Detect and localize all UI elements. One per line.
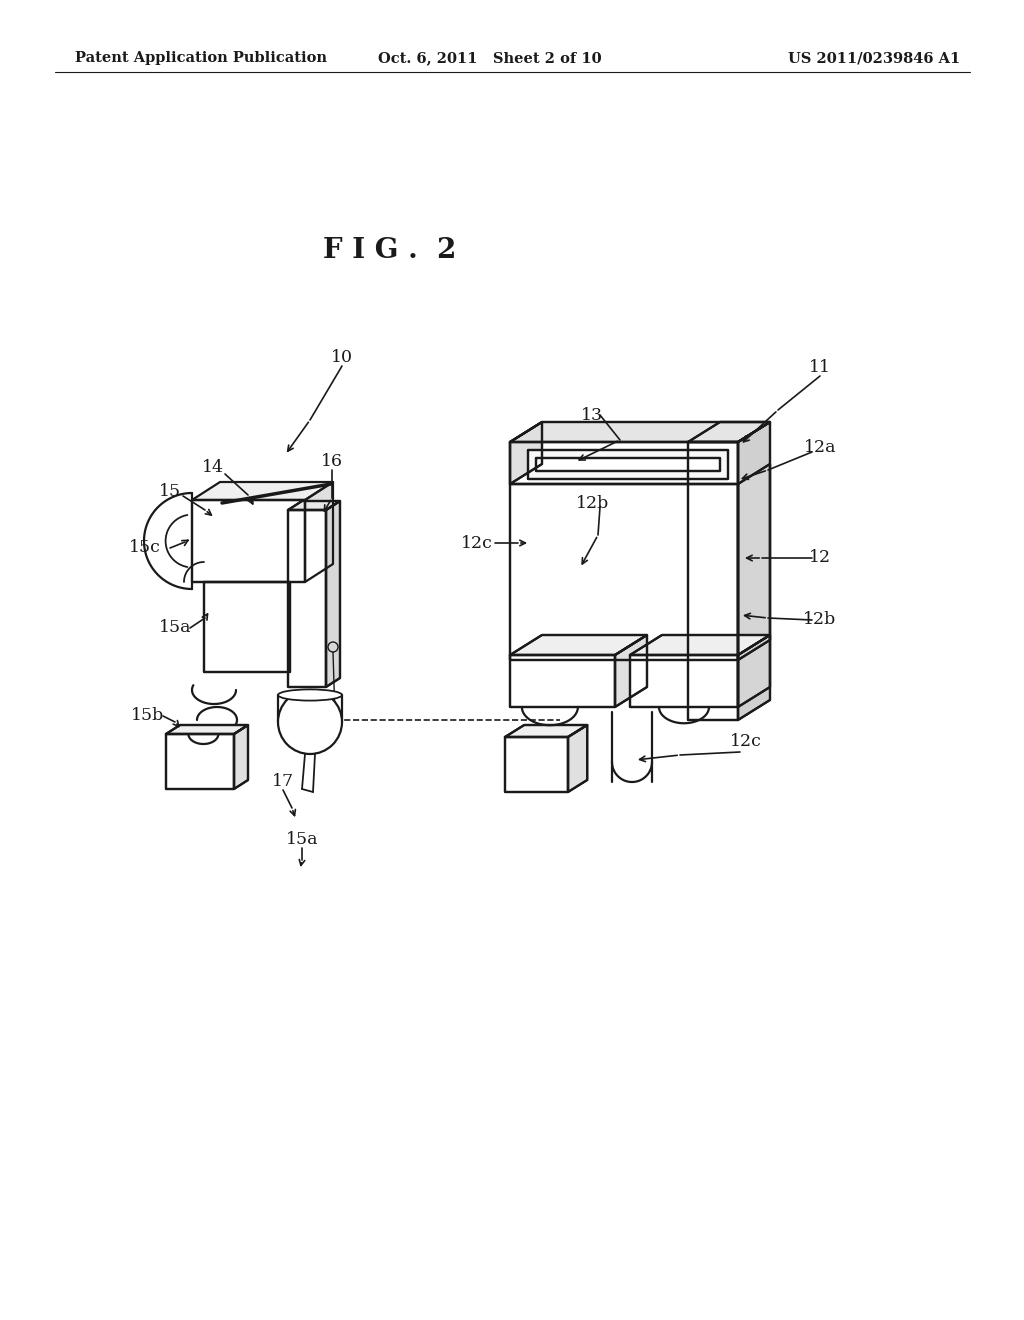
Polygon shape xyxy=(510,655,615,708)
Text: US 2011/0239846 A1: US 2011/0239846 A1 xyxy=(787,51,961,65)
Polygon shape xyxy=(204,582,290,672)
Text: 15a: 15a xyxy=(159,619,191,636)
Polygon shape xyxy=(510,635,647,655)
Polygon shape xyxy=(630,635,770,655)
Polygon shape xyxy=(528,450,728,479)
Polygon shape xyxy=(510,484,738,660)
Polygon shape xyxy=(505,737,568,792)
Text: Patent Application Publication: Patent Application Publication xyxy=(75,51,327,65)
Text: 12: 12 xyxy=(809,549,831,566)
Text: 13: 13 xyxy=(581,407,603,424)
Polygon shape xyxy=(738,635,770,708)
Polygon shape xyxy=(288,510,326,686)
Text: 15c: 15c xyxy=(129,540,161,557)
Polygon shape xyxy=(234,725,248,789)
Text: 12b: 12b xyxy=(577,495,609,511)
Polygon shape xyxy=(615,635,647,708)
Text: 15a: 15a xyxy=(286,832,318,849)
Text: 12b: 12b xyxy=(804,611,837,628)
Polygon shape xyxy=(630,655,738,708)
Polygon shape xyxy=(688,442,738,719)
Polygon shape xyxy=(510,422,542,484)
Polygon shape xyxy=(166,725,248,734)
Text: 11: 11 xyxy=(809,359,831,376)
Polygon shape xyxy=(510,442,738,484)
Ellipse shape xyxy=(278,689,342,701)
Text: 15b: 15b xyxy=(131,708,165,725)
Polygon shape xyxy=(166,734,234,789)
Polygon shape xyxy=(688,422,770,442)
Polygon shape xyxy=(326,502,340,686)
Polygon shape xyxy=(738,465,770,660)
Text: 17: 17 xyxy=(272,774,294,791)
Polygon shape xyxy=(288,502,340,510)
Polygon shape xyxy=(193,500,305,582)
Text: 14: 14 xyxy=(202,459,224,477)
Polygon shape xyxy=(305,482,333,582)
Circle shape xyxy=(278,690,342,754)
Polygon shape xyxy=(510,422,770,442)
Text: F I G .  2: F I G . 2 xyxy=(324,236,457,264)
Text: 15: 15 xyxy=(159,483,181,500)
Polygon shape xyxy=(568,725,587,792)
Text: 12c: 12c xyxy=(730,734,762,751)
Polygon shape xyxy=(193,482,333,500)
Polygon shape xyxy=(738,422,770,719)
Polygon shape xyxy=(505,725,587,737)
Text: 16: 16 xyxy=(321,454,343,470)
Text: 12a: 12a xyxy=(804,440,837,457)
Text: 10: 10 xyxy=(331,350,353,367)
Text: Oct. 6, 2011   Sheet 2 of 10: Oct. 6, 2011 Sheet 2 of 10 xyxy=(378,51,602,65)
Text: 12c: 12c xyxy=(461,535,493,552)
Polygon shape xyxy=(536,458,720,471)
